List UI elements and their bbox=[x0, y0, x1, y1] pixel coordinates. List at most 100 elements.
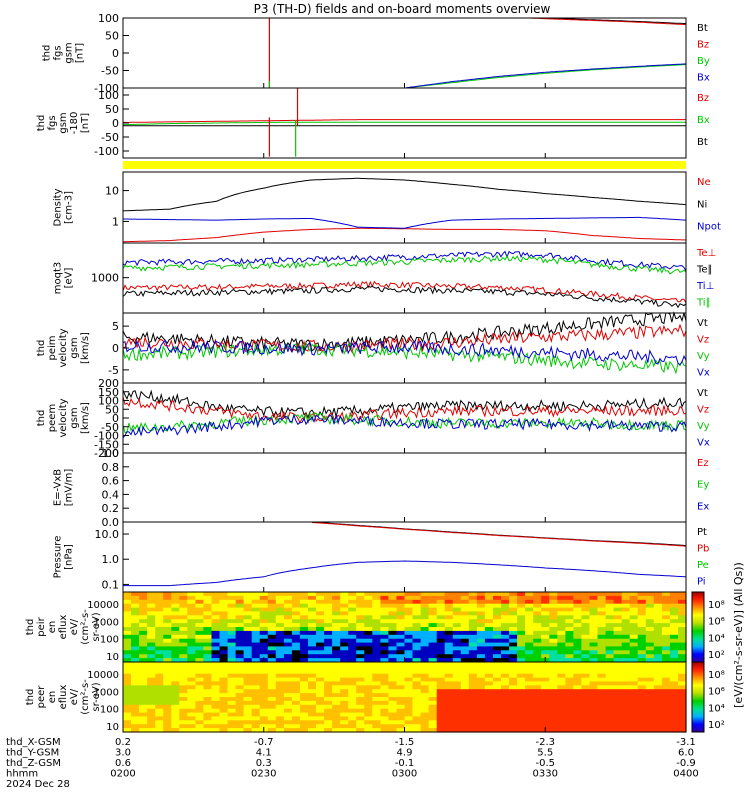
spectrogram-cell bbox=[243, 599, 253, 605]
ephemeris-value: -0.5 bbox=[535, 758, 555, 769]
spectrogram-cell bbox=[380, 720, 389, 725]
spectrogram-cell bbox=[283, 712, 293, 718]
spectrogram-cell bbox=[396, 599, 406, 605]
spectrogram-cell bbox=[517, 677, 526, 683]
spectrogram-cell bbox=[597, 607, 607, 613]
colorbar bbox=[691, 661, 705, 733]
spectrogram-cell bbox=[299, 638, 309, 644]
spectrogram-cell bbox=[525, 685, 534, 690]
spectrogram-cell bbox=[629, 603, 639, 609]
spectrogram-cell bbox=[621, 662, 631, 667]
spectrogram-cell bbox=[493, 697, 502, 702]
spectrogram-cell bbox=[163, 592, 172, 597]
spectrogram-cell bbox=[275, 712, 285, 718]
ephemeris-label: hhmm bbox=[6, 769, 38, 780]
spectrogram-cell bbox=[259, 665, 269, 671]
spectrogram-cell bbox=[396, 700, 406, 706]
spectrogram-cell bbox=[420, 689, 430, 694]
y-axis-label: eflux bbox=[58, 615, 69, 640]
spectrogram-cell bbox=[227, 662, 237, 667]
spectrogram-cell bbox=[147, 673, 156, 679]
spectrogram-cell bbox=[275, 603, 285, 609]
spectrogram-cell bbox=[187, 607, 196, 613]
spectrogram-cell bbox=[171, 642, 180, 648]
spectrogram-cell bbox=[275, 642, 285, 648]
spectrogram-cell bbox=[259, 704, 269, 710]
spectrogram-cell bbox=[573, 662, 582, 667]
spectrogram-cell bbox=[243, 704, 253, 710]
spectrogram-cell bbox=[396, 669, 406, 675]
legend-entry: Ex bbox=[697, 501, 709, 512]
spectrogram-cell bbox=[139, 689, 148, 694]
ephemeris-value: 4.1 bbox=[256, 748, 272, 759]
spectrogram-cell bbox=[372, 665, 381, 671]
spectrogram-cell bbox=[468, 630, 478, 636]
spectrogram-cell bbox=[283, 638, 293, 644]
spectrogram-cell bbox=[396, 638, 406, 644]
spectrogram-cell bbox=[308, 708, 317, 714]
spectrogram-cell bbox=[123, 673, 132, 679]
ephemeris-label: thd_Z-GSM bbox=[6, 758, 61, 769]
spectrogram-cell bbox=[267, 704, 277, 710]
spectrogram-cell bbox=[444, 603, 454, 609]
spectrogram-cell bbox=[597, 611, 607, 616]
spectrogram-cell bbox=[139, 623, 148, 628]
spectrogram-cell bbox=[372, 720, 381, 725]
spectrogram-cell bbox=[629, 592, 639, 597]
spectrogram-cell bbox=[155, 607, 164, 613]
y-tick-label: 5 bbox=[112, 320, 119, 333]
spectrogram-cell bbox=[460, 607, 470, 613]
y-tick-label: 0.1 bbox=[102, 578, 120, 591]
spectrogram-cell bbox=[581, 658, 590, 663]
spectrogram-cell bbox=[605, 623, 615, 628]
spectrogram-cell bbox=[669, 654, 679, 659]
spectrogram-cell bbox=[669, 665, 679, 671]
spectrogram-cell bbox=[549, 708, 558, 714]
spectrogram-cell bbox=[388, 720, 397, 725]
spectrogram-cell bbox=[251, 627, 261, 632]
spectrogram-cell bbox=[356, 681, 365, 686]
spectrogram-cell bbox=[468, 615, 478, 620]
spectrogram-cell bbox=[340, 685, 349, 690]
spectrogram-cell bbox=[565, 689, 574, 694]
spectrogram-cell bbox=[525, 716, 534, 721]
spectrogram-cell bbox=[484, 728, 494, 733]
spectrogram-cell bbox=[476, 662, 486, 667]
spectrogram-cell bbox=[283, 630, 293, 636]
spectrogram-cell bbox=[517, 638, 526, 644]
spectrogram-cell bbox=[549, 720, 558, 725]
spectrogram-cell bbox=[275, 611, 285, 616]
spectrogram-cell bbox=[565, 603, 574, 609]
spectrogram-cell bbox=[291, 662, 301, 667]
spectrogram-cell bbox=[131, 619, 140, 624]
spectrogram-cell bbox=[308, 669, 317, 675]
spectrogram-cell bbox=[678, 615, 687, 620]
spectrogram-cell bbox=[139, 685, 148, 690]
spectrogram-cell bbox=[493, 615, 502, 620]
spectrogram-cell bbox=[356, 619, 365, 624]
spectrogram-cell bbox=[396, 728, 406, 733]
series-line-Bz bbox=[123, 119, 686, 123]
spectrogram-cell bbox=[565, 681, 574, 686]
spectrogram-cell bbox=[131, 607, 140, 613]
spectrogram-cell bbox=[517, 603, 526, 609]
spectrogram-cell bbox=[123, 728, 132, 733]
spectrogram-cell bbox=[299, 681, 309, 686]
spectrogram-cell bbox=[476, 697, 486, 702]
spectrogram-cell bbox=[267, 603, 277, 609]
spectrogram-cell bbox=[653, 611, 663, 616]
spectrogram-cell bbox=[227, 677, 237, 683]
spectrogram-cell bbox=[380, 627, 389, 632]
spectrogram-cell bbox=[227, 724, 237, 729]
spectrogram-cell bbox=[452, 630, 462, 636]
spectrogram-cell bbox=[299, 627, 309, 632]
spectrogram-cell bbox=[340, 611, 349, 616]
spectrogram-cell bbox=[525, 712, 534, 718]
spectrogram-cell bbox=[308, 627, 317, 632]
spectrogram-cell bbox=[549, 599, 558, 605]
spectrogram-cell bbox=[669, 592, 679, 597]
spectrogram-cell bbox=[420, 677, 430, 683]
y-tick-label: 10 bbox=[106, 652, 119, 663]
y-tick-label: -200 bbox=[94, 447, 119, 460]
spectrogram-cell bbox=[316, 697, 325, 702]
